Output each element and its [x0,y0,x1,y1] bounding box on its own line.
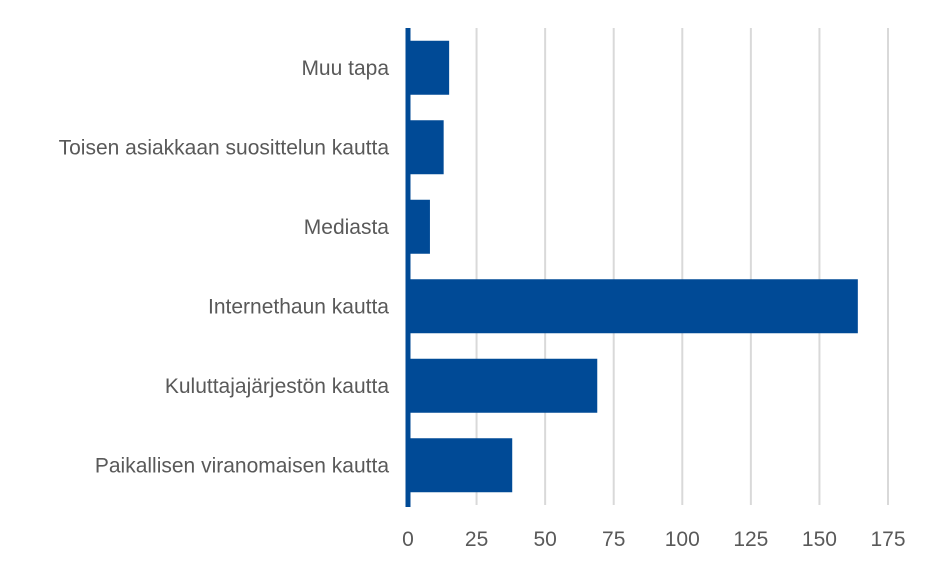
bar [408,438,513,493]
category-label: Muu tapa [301,57,389,80]
x-tick-label: 0 [402,528,414,551]
category-label: Paikallisen viranomaisen kautta [95,454,389,477]
category-label: Internethaun kautta [208,295,389,318]
bar [408,358,598,413]
x-tick-label: 150 [802,528,837,551]
bar [408,40,450,95]
bar [408,279,858,334]
x-tick-label: 50 [533,528,556,551]
bar [408,120,444,175]
x-tick-label: 25 [465,528,488,551]
bars [408,40,858,493]
x-tick-labels: 0 25 50 75 100 125 150 175 [402,528,905,551]
category-labels: Muu tapa Toisen asiakkaan suosittelun kau… [59,57,390,478]
x-tick-label: 175 [870,528,905,551]
x-tick-label: 75 [602,528,625,551]
x-tick-label: 125 [733,528,768,551]
x-tick-label: 100 [665,528,700,551]
category-label: Toisen asiakkaan suosittelun kautta [59,136,390,159]
bar [408,199,430,254]
category-label: Mediasta [304,216,390,239]
grid-lines [475,28,889,505]
category-label: Kuluttajajärjestön kautta [165,375,389,398]
